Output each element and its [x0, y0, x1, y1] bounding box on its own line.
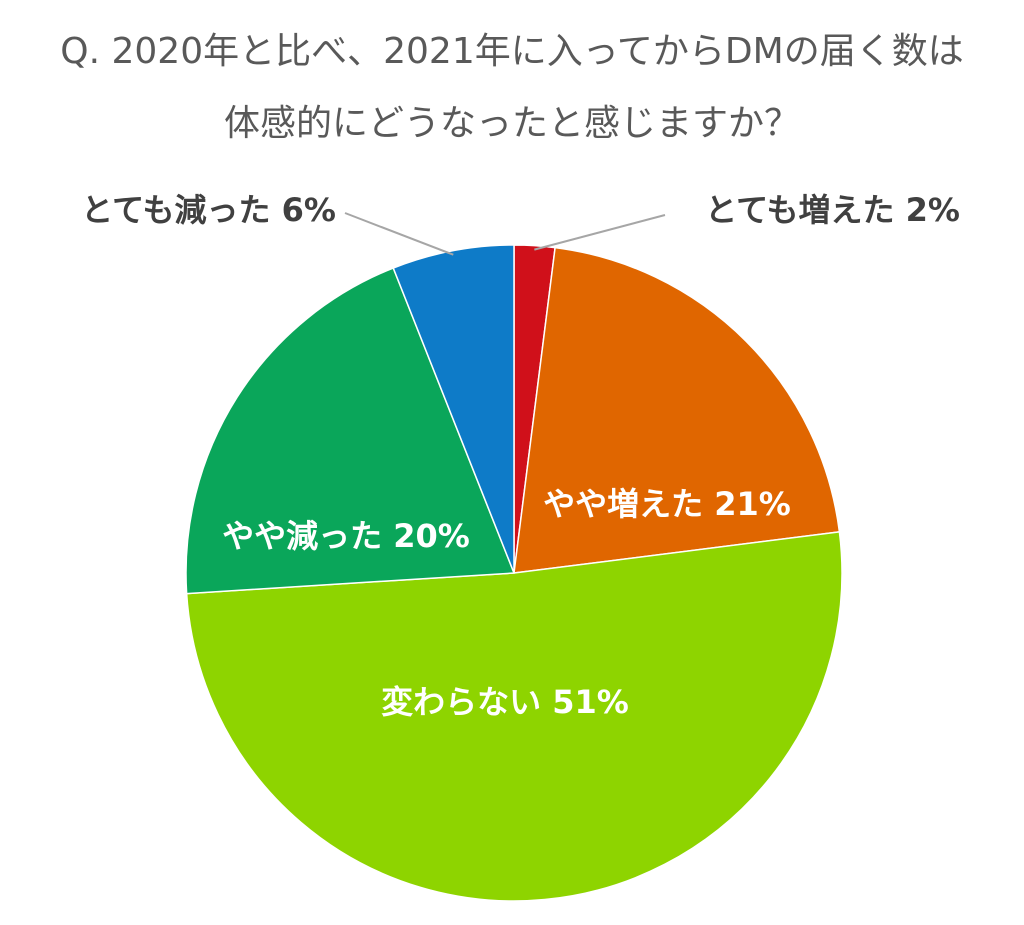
label-slightly-decreased: やや減った 20%	[222, 517, 470, 555]
leader-lines	[344, 212, 666, 256]
slice-very-decreased	[392, 244, 515, 574]
pie-slices	[185, 244, 843, 902]
label-very-decreased: とても減った 6%	[81, 191, 336, 229]
chart-title-line-1: Q. 2020年と比べ、2021年に入ってからDMの届く数は	[60, 31, 964, 72]
label-unchanged: 変わらない 51%	[381, 683, 629, 721]
leader-line-very-decreased	[344, 212, 454, 256]
label-very-increased: とても増えた 2%	[705, 191, 960, 229]
slice-slightly-decreased	[185, 267, 516, 595]
label-slightly-increased: やや増えた 21%	[543, 485, 791, 523]
chart-title-line-2: 体感的にどうなったと感じますか？	[223, 103, 800, 144]
slice-slightly-increased	[513, 246, 841, 574]
slice-unchanged	[185, 531, 843, 902]
leader-line-very-increased	[534, 214, 666, 251]
